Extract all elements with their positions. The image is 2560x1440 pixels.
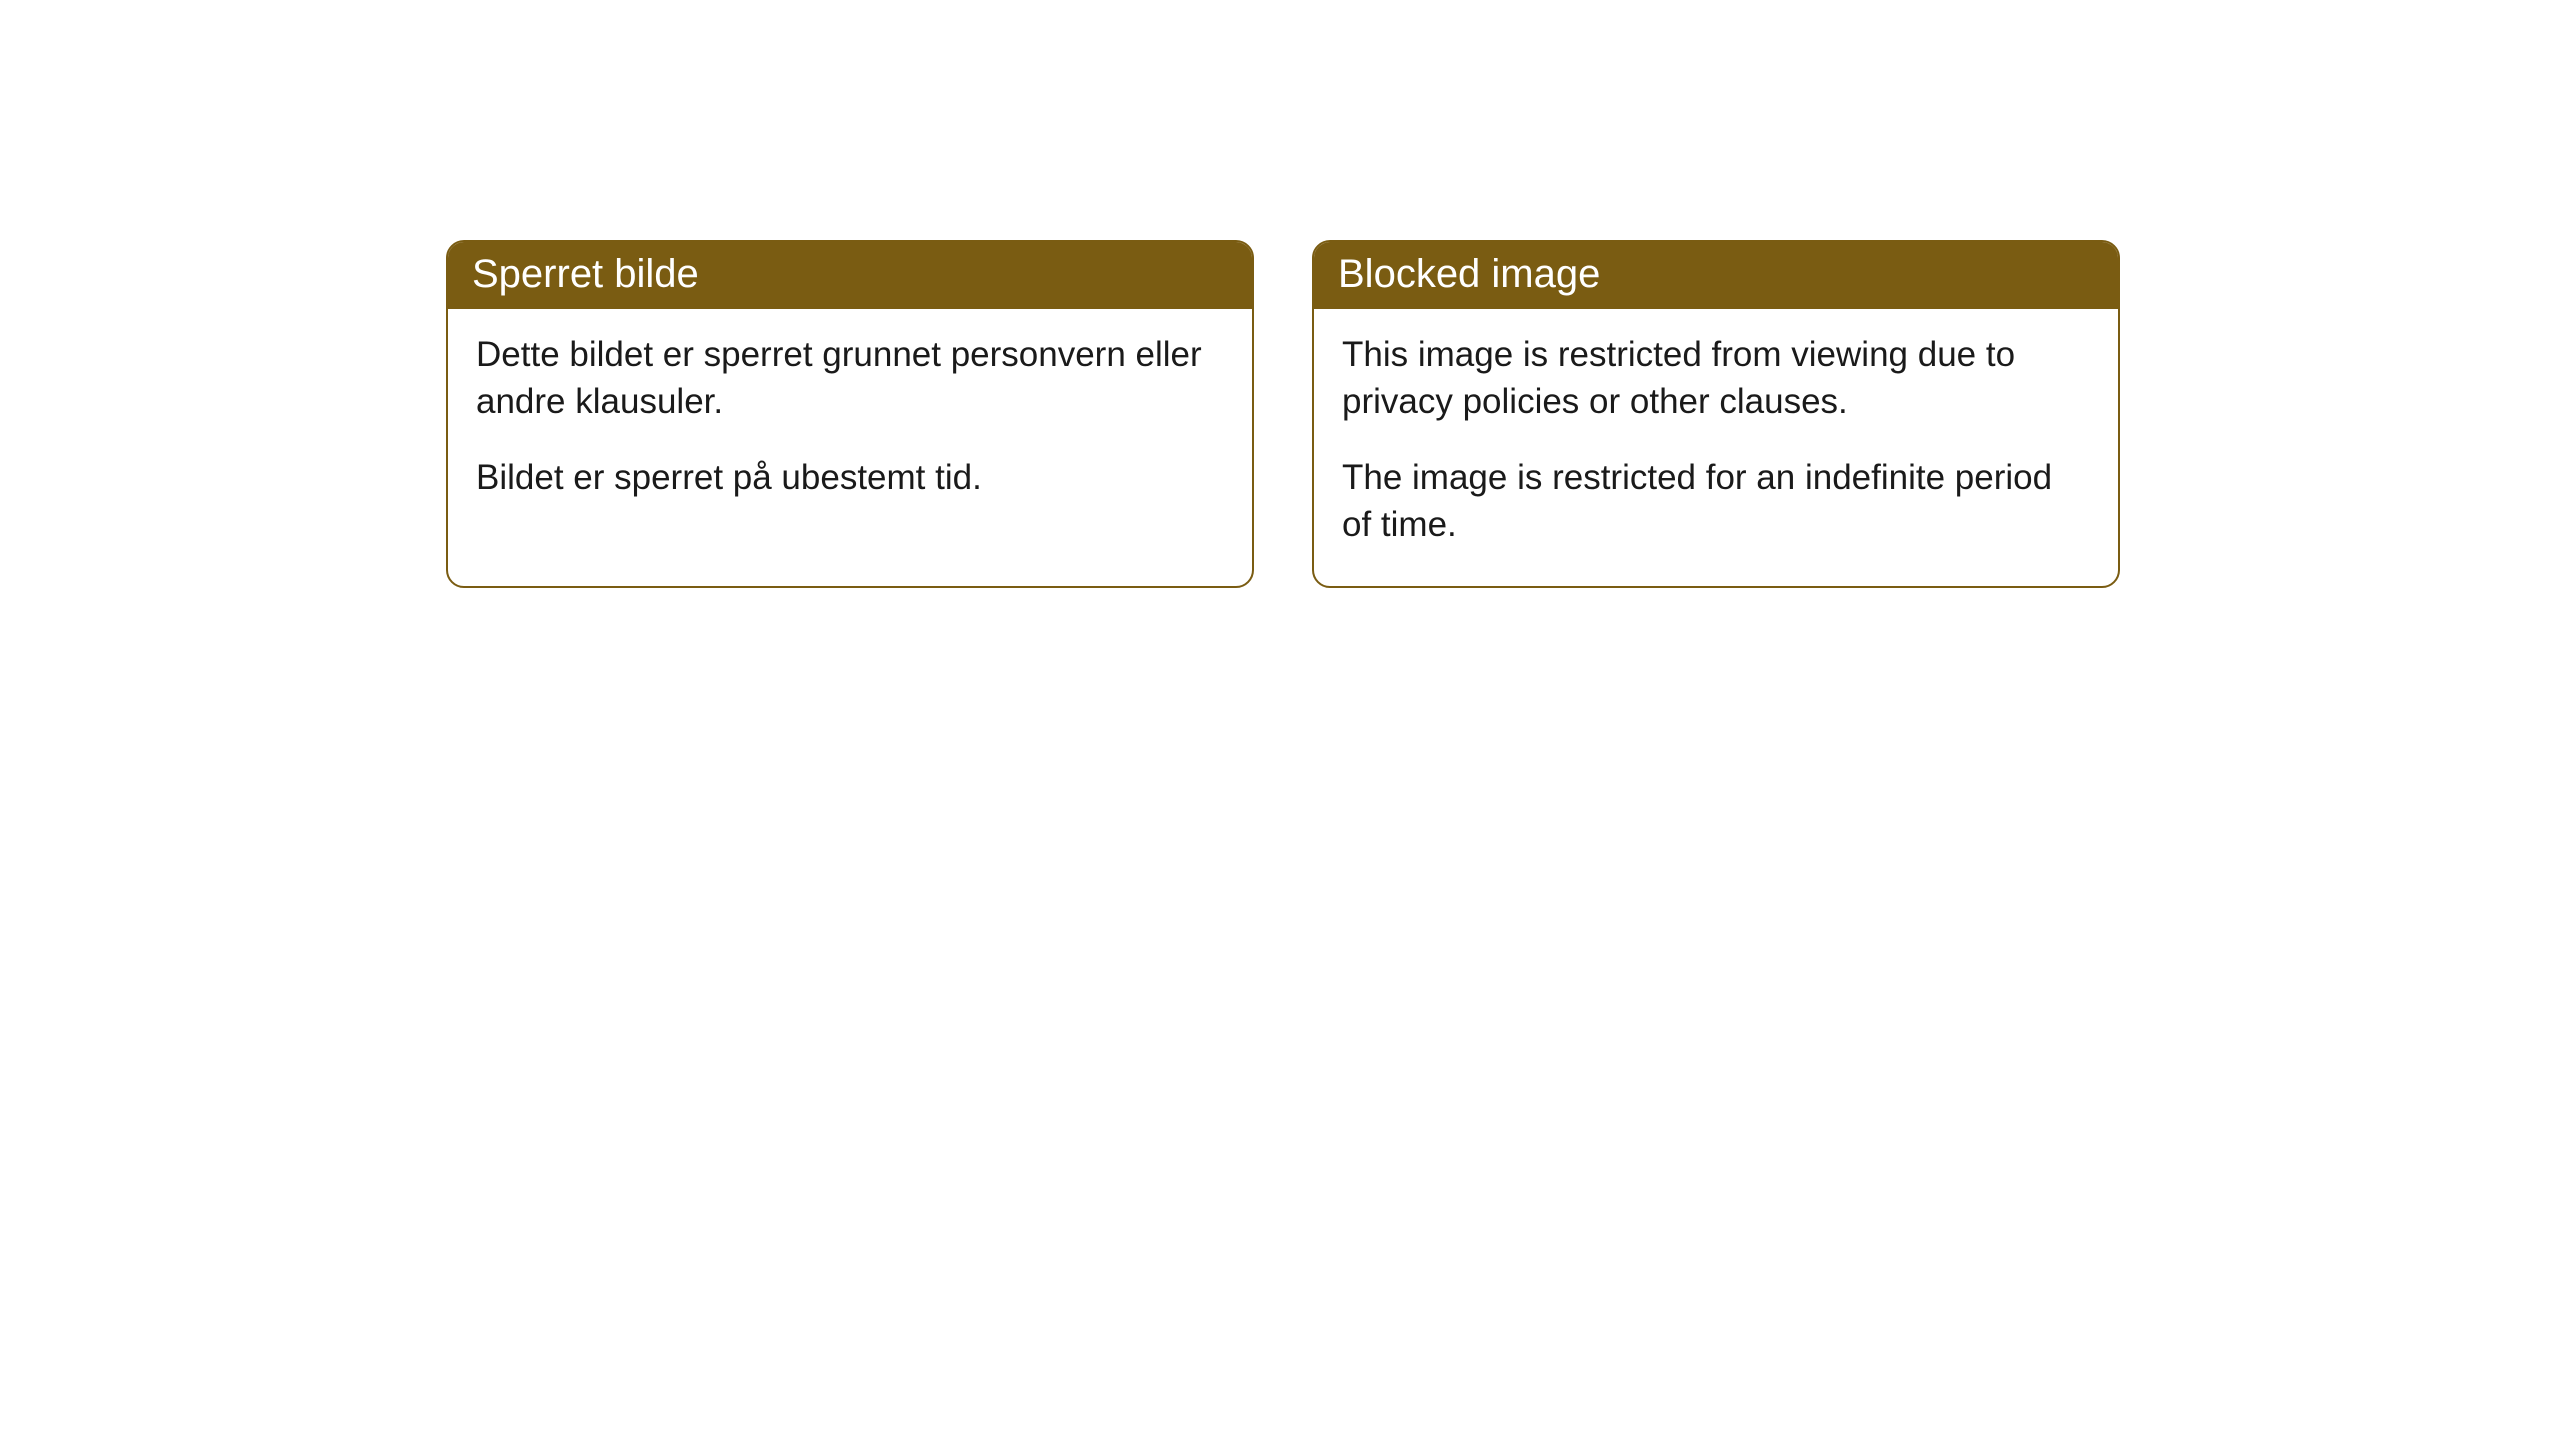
card-paragraph: This image is restricted from viewing du… (1342, 331, 2090, 426)
notice-card-english: Blocked image This image is restricted f… (1312, 240, 2120, 588)
card-title: Sperret bilde (472, 252, 699, 296)
card-header: Blocked image (1314, 242, 2118, 309)
card-paragraph: The image is restricted for an indefinit… (1342, 454, 2090, 549)
card-body: This image is restricted from viewing du… (1314, 309, 2118, 586)
notice-container: Sperret bilde Dette bildet er sperret gr… (446, 240, 2120, 588)
card-paragraph: Bildet er sperret på ubestemt tid. (476, 454, 1224, 501)
notice-card-norwegian: Sperret bilde Dette bildet er sperret gr… (446, 240, 1254, 588)
card-paragraph: Dette bildet er sperret grunnet personve… (476, 331, 1224, 426)
card-body: Dette bildet er sperret grunnet personve… (448, 309, 1252, 539)
card-title: Blocked image (1338, 252, 1600, 296)
card-header: Sperret bilde (448, 242, 1252, 309)
